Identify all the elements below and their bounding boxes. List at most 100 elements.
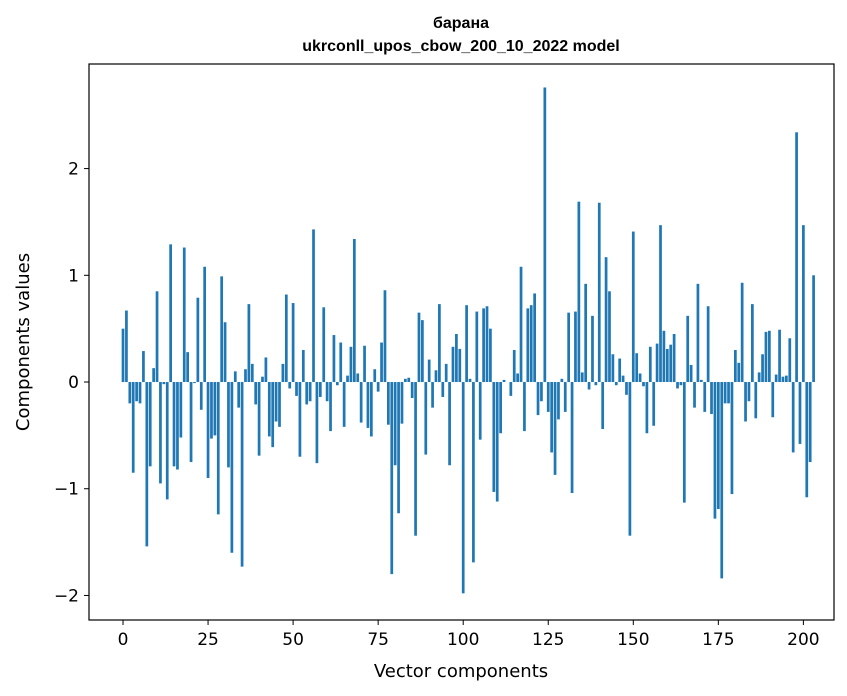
bar-component-104	[475, 311, 479, 383]
bar-component-141	[601, 382, 605, 429]
bar-component-34	[237, 382, 241, 408]
bar-component-99	[458, 348, 462, 383]
y-tick-label: 2	[68, 160, 79, 180]
bar-component-20	[189, 382, 193, 463]
bar-component-137	[587, 382, 591, 390]
bar-component-140	[597, 202, 601, 383]
bar-component-152	[638, 373, 642, 383]
bar-component-161	[669, 344, 673, 383]
bar-component-118	[523, 382, 526, 432]
bar-component-98	[455, 334, 458, 383]
bar-component-46	[278, 382, 281, 427]
bar-component-190	[768, 330, 771, 383]
plot-area-frame	[88, 63, 835, 621]
bar-component-150	[631, 231, 635, 383]
bar-component-78	[387, 382, 390, 425]
bar-component-184	[747, 382, 751, 402]
bar-component-132	[570, 382, 574, 494]
bar-component-173	[710, 382, 713, 415]
bar-component-188	[761, 354, 764, 383]
bar-component-58	[318, 382, 322, 397]
bar-component-61	[329, 382, 332, 432]
bar-component-40	[257, 382, 261, 456]
bar-component-187	[757, 372, 761, 383]
bar-component-94	[441, 382, 445, 397]
bar-component-17	[179, 382, 183, 438]
y-tick-label: 1	[68, 266, 79, 286]
bar-component-159	[662, 330, 666, 383]
bar-component-178	[727, 382, 730, 404]
x-tick-label: 175	[702, 630, 734, 650]
x-tick-label: 100	[447, 630, 479, 650]
bar-component-128	[557, 382, 560, 420]
bar-component-93	[438, 304, 441, 383]
bar-component-95	[444, 363, 448, 383]
bar-component-96	[448, 382, 451, 466]
x-tick-label: 200	[787, 630, 819, 650]
bar-component-158	[659, 225, 662, 383]
bar-component-167	[689, 364, 693, 383]
y-axis-ticks: −2 −1 0 1 2	[54, 160, 89, 606]
bar-component-176	[720, 382, 724, 579]
bar-component-76	[380, 342, 383, 383]
bar-component-125	[546, 382, 550, 412]
bar-component-69	[356, 373, 360, 383]
bar-component-91	[431, 382, 434, 408]
bar-component-66	[346, 375, 349, 383]
bar-component-16	[176, 382, 179, 470]
bar-component-29	[220, 276, 224, 383]
bar-component-115	[512, 350, 516, 383]
y-tick-label: 0	[68, 373, 79, 393]
bar-component-146	[618, 358, 622, 383]
bar-component-194	[781, 376, 785, 383]
bar-component-24	[203, 266, 207, 383]
bar-component-22	[196, 297, 200, 383]
bar-component-117	[519, 266, 523, 383]
bar-component-181	[737, 362, 741, 383]
bar-component-198	[795, 132, 798, 383]
bar-component-199	[798, 382, 802, 444]
bar-component-156	[652, 382, 656, 426]
bar-component-65	[342, 382, 346, 427]
x-axis-label: Vector components	[374, 661, 548, 682]
bar-component-6	[142, 351, 145, 383]
bar-component-47	[281, 363, 285, 383]
bar-component-28	[216, 382, 220, 515]
x-tick-label: 50	[282, 630, 304, 650]
bar-component-44	[271, 382, 275, 448]
bar-component-19	[186, 352, 190, 383]
bar-component-2	[128, 382, 132, 404]
bar-component-144	[611, 354, 615, 383]
bar-component-25	[206, 382, 210, 479]
bar-component-107	[485, 306, 489, 383]
bar-component-177	[723, 382, 727, 404]
bar-component-73	[369, 382, 373, 437]
bar-component-197	[791, 382, 795, 453]
bar-component-71	[363, 345, 366, 383]
bar-component-172	[706, 306, 710, 383]
chart-title: барана	[433, 15, 489, 32]
bar-component-49	[288, 382, 292, 389]
bar-component-84	[407, 377, 411, 383]
bar-component-171	[703, 382, 707, 412]
bar-component-102	[468, 378, 472, 383]
bar-component-3	[131, 382, 135, 473]
bar-component-145	[614, 382, 618, 386]
bar-component-74	[373, 369, 377, 383]
bar-component-130	[563, 382, 567, 412]
bar-component-70	[359, 382, 363, 423]
bar-component-162	[672, 334, 676, 383]
bar-component-26	[210, 382, 213, 439]
bar-component-109	[492, 382, 496, 492]
bar-component-5	[138, 382, 142, 404]
bar-component-185	[751, 304, 754, 383]
bar-component-139	[594, 382, 598, 386]
bar-component-7	[145, 382, 149, 547]
bar-component-14	[169, 244, 172, 383]
bar-component-114	[509, 382, 513, 396]
x-tick-label: 125	[532, 630, 564, 650]
bar-component-48	[284, 294, 288, 383]
bar-component-108	[489, 328, 492, 383]
bar-component-124	[543, 87, 547, 383]
